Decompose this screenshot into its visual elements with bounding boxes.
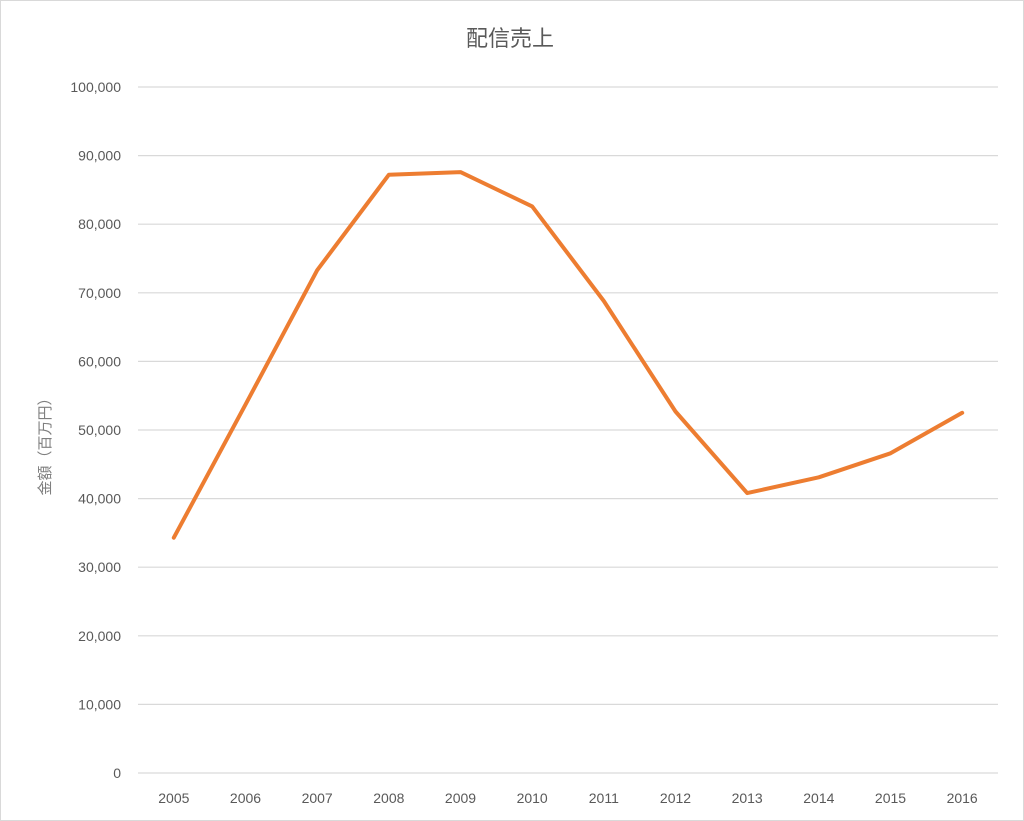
y-tick-label: 70,000 bbox=[78, 285, 121, 301]
series-line bbox=[171, 170, 965, 540]
x-tick-label: 2013 bbox=[732, 790, 763, 806]
x-tick-label: 2015 bbox=[875, 790, 906, 806]
x-tick-label: 2016 bbox=[947, 790, 978, 806]
x-tick-label: 2014 bbox=[803, 790, 834, 806]
x-tick-label: 2009 bbox=[445, 790, 476, 806]
x-tick-label: 2010 bbox=[517, 790, 548, 806]
y-tick-label: 90,000 bbox=[78, 148, 121, 164]
y-tick-label: 60,000 bbox=[78, 353, 121, 369]
x-tick-label: 2011 bbox=[589, 790, 619, 806]
x-tick-label: 2006 bbox=[230, 790, 261, 806]
series-layer bbox=[171, 170, 965, 540]
x-tick-label: 2005 bbox=[158, 790, 189, 806]
y-tick-label: 50,000 bbox=[78, 422, 121, 438]
gridlines bbox=[138, 86, 998, 774]
y-tick-label: 40,000 bbox=[78, 491, 121, 507]
x-axis-tick-labels: 2005 2006 2007 2008 2009 2010 2011 2012 2013 2014… bbox=[158, 790, 978, 806]
y-axis-title: 金額（百万円） bbox=[36, 390, 54, 495]
y-tick-label: 30,000 bbox=[78, 559, 121, 575]
chart-title: 配信売上 bbox=[466, 27, 554, 52]
y-tick-label: 20,000 bbox=[78, 628, 121, 644]
y-tick-label: 100,000 bbox=[70, 79, 121, 95]
x-tick-label: 2007 bbox=[302, 790, 333, 806]
x-tick-label: 2008 bbox=[373, 790, 404, 806]
y-tick-label: 10,000 bbox=[78, 696, 121, 712]
y-tick-label: 0 bbox=[113, 765, 121, 781]
y-axis-tick-labels: 0 10,000 20,000 30,000 40,000 50,000 60,000 70,… bbox=[70, 79, 121, 781]
y-tick-label: 80,000 bbox=[78, 216, 121, 232]
x-tick-label: 2012 bbox=[660, 790, 691, 806]
